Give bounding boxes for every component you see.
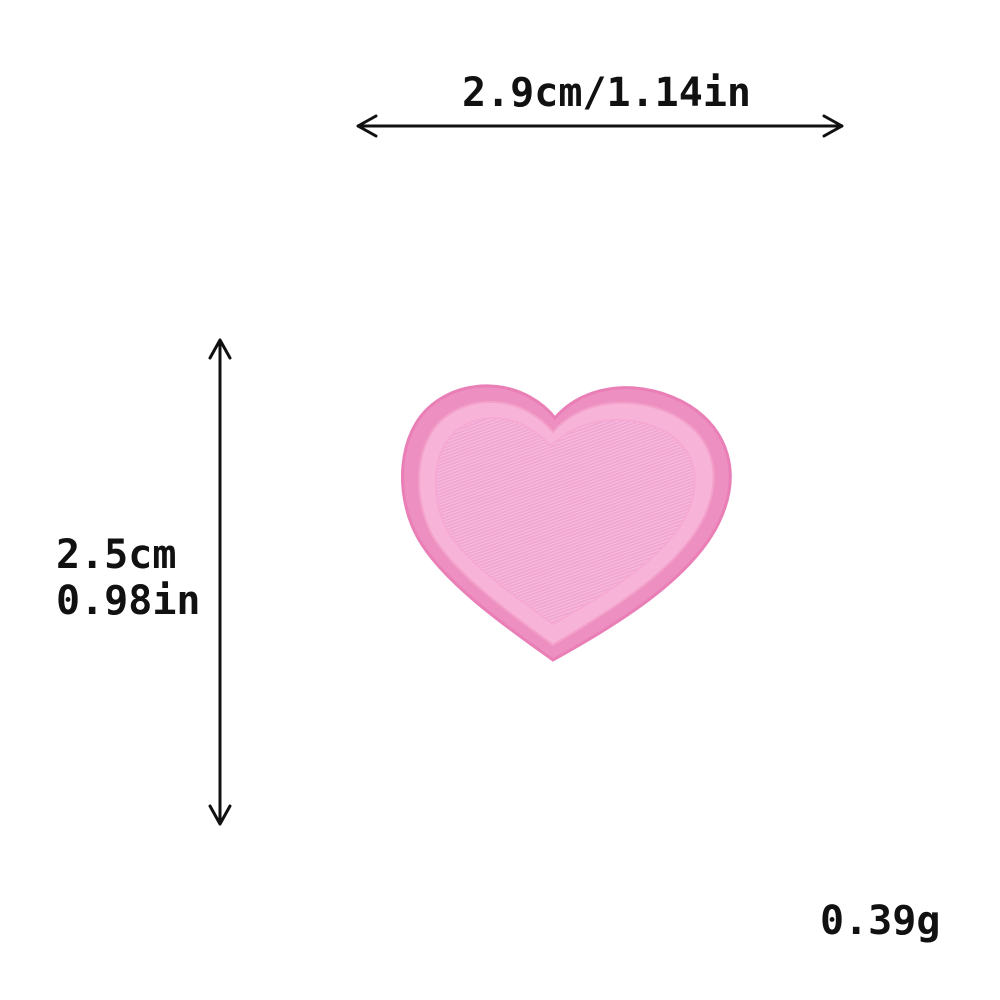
height-arrow: [208, 338, 232, 826]
height-cm-label: 2.5cm: [56, 532, 177, 578]
weight-label: 0.39g: [820, 898, 941, 944]
width-dimension-label: 2.9cm/1.14in: [462, 70, 751, 116]
width-arrow: [356, 114, 844, 138]
height-in-label: 0.98in: [56, 578, 201, 624]
heart-patch-icon: [401, 384, 732, 662]
height-dimension-label: 2.5cm 0.98in: [56, 532, 226, 624]
